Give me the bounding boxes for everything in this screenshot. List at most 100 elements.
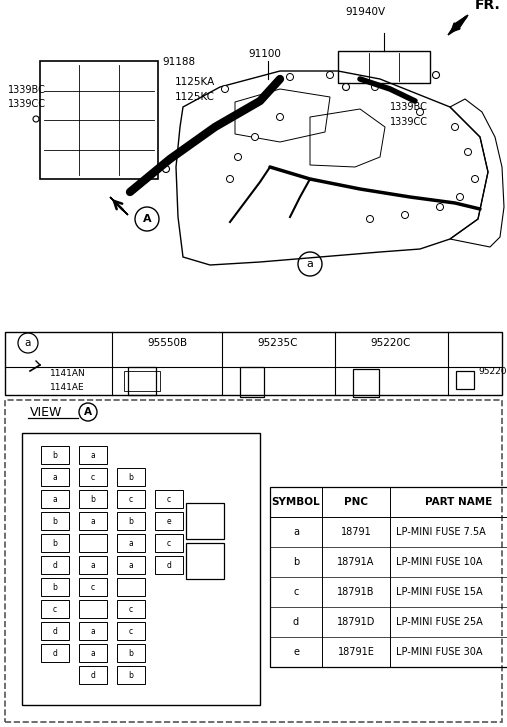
Bar — [128, 367, 156, 395]
Bar — [41, 644, 69, 662]
Text: a: a — [293, 527, 299, 537]
Bar — [41, 556, 69, 574]
Bar — [79, 490, 107, 508]
Text: c: c — [167, 494, 171, 504]
Bar — [22, 433, 260, 705]
Text: a: a — [53, 494, 57, 504]
Text: A: A — [142, 214, 151, 224]
Text: SYMBOL: SYMBOL — [272, 497, 320, 507]
Text: VIEW: VIEW — [30, 406, 62, 419]
Bar — [79, 666, 107, 684]
Text: a: a — [91, 561, 95, 569]
Bar — [456, 371, 474, 389]
Circle shape — [327, 71, 334, 79]
Text: c: c — [167, 539, 171, 547]
Text: b: b — [129, 516, 133, 526]
Bar — [117, 578, 145, 596]
Text: a: a — [53, 473, 57, 481]
Bar — [117, 534, 145, 552]
Polygon shape — [448, 15, 468, 35]
Text: 91100: 91100 — [248, 49, 281, 59]
Bar — [240, 367, 264, 397]
Text: 1141AE: 1141AE — [50, 382, 85, 392]
Polygon shape — [110, 197, 128, 215]
Bar — [5, 400, 502, 722]
Text: 95235C: 95235C — [258, 338, 298, 348]
Text: 1339CC: 1339CC — [8, 99, 46, 109]
Text: 18791E: 18791E — [338, 647, 375, 657]
Text: FR.: FR. — [475, 0, 501, 12]
Bar — [155, 512, 183, 530]
Bar — [155, 534, 183, 552]
Bar — [270, 487, 507, 667]
Bar — [117, 666, 145, 684]
Bar — [117, 600, 145, 618]
Text: 18791A: 18791A — [337, 557, 375, 567]
Text: c: c — [91, 582, 95, 592]
Bar — [186, 503, 224, 539]
Circle shape — [286, 73, 294, 81]
Bar — [5, 332, 502, 395]
Bar — [79, 578, 107, 596]
Bar — [79, 556, 107, 574]
Bar — [41, 490, 69, 508]
Circle shape — [464, 148, 472, 156]
Text: LP-MINI FUSE 30A: LP-MINI FUSE 30A — [396, 647, 483, 657]
Text: b: b — [53, 451, 57, 459]
Bar — [353, 369, 379, 397]
Circle shape — [472, 175, 479, 182]
Text: 1339BC: 1339BC — [8, 85, 46, 95]
Bar — [79, 468, 107, 486]
Text: e: e — [293, 647, 299, 657]
Text: b: b — [91, 494, 95, 504]
Circle shape — [432, 71, 440, 79]
Text: d: d — [293, 617, 299, 627]
Text: LP-MINI FUSE 25A: LP-MINI FUSE 25A — [396, 617, 483, 627]
Text: LP-MINI FUSE 15A: LP-MINI FUSE 15A — [396, 587, 483, 597]
Text: A: A — [84, 407, 92, 417]
Text: b: b — [129, 473, 133, 481]
Circle shape — [222, 86, 229, 92]
Text: a: a — [91, 648, 95, 657]
Bar — [41, 622, 69, 640]
Text: d: d — [91, 670, 95, 680]
Text: a: a — [91, 516, 95, 526]
Text: b: b — [53, 582, 57, 592]
Text: a: a — [307, 259, 313, 269]
Bar — [41, 468, 69, 486]
Text: c: c — [53, 604, 57, 614]
Text: 1339BC: 1339BC — [390, 102, 428, 112]
Bar — [41, 512, 69, 530]
Bar — [79, 446, 107, 464]
Text: d: d — [53, 648, 57, 657]
Circle shape — [372, 84, 379, 90]
Bar — [79, 600, 107, 618]
Text: 1141AN: 1141AN — [50, 369, 86, 377]
Bar — [155, 490, 183, 508]
Bar — [117, 468, 145, 486]
Circle shape — [456, 193, 463, 201]
Bar — [117, 556, 145, 574]
Bar — [117, 512, 145, 530]
Bar — [117, 622, 145, 640]
Bar — [124, 371, 160, 391]
Bar — [79, 512, 107, 530]
Text: d: d — [167, 561, 171, 569]
Circle shape — [452, 124, 458, 131]
Bar — [79, 534, 107, 552]
Text: 95220S: 95220S — [478, 366, 507, 376]
Circle shape — [367, 215, 374, 222]
Bar — [41, 534, 69, 552]
Text: 91188: 91188 — [162, 57, 195, 67]
Text: 1125KA: 1125KA — [175, 77, 215, 87]
Text: PART NAME: PART NAME — [425, 497, 493, 507]
Text: a: a — [91, 451, 95, 459]
Bar — [41, 600, 69, 618]
Bar — [40, 61, 158, 179]
Bar — [79, 644, 107, 662]
Circle shape — [276, 113, 283, 121]
Text: 91940V: 91940V — [345, 7, 385, 17]
Text: a: a — [129, 561, 133, 569]
Bar — [186, 543, 224, 579]
Text: 18791B: 18791B — [337, 587, 375, 597]
